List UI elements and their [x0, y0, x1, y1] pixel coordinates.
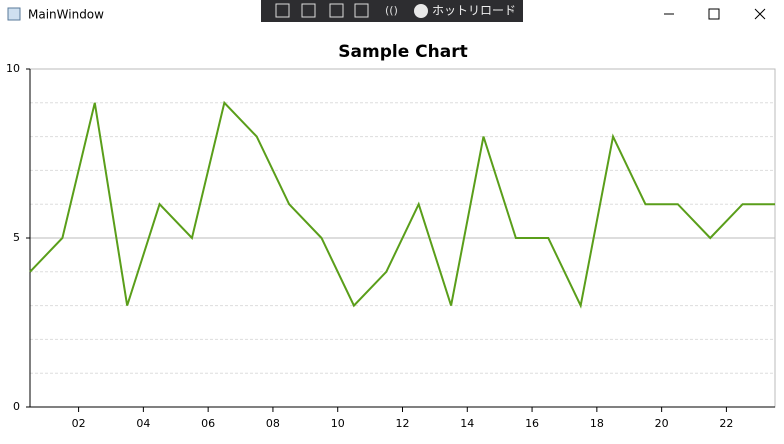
app-icon — [7, 7, 21, 21]
x-tick-label: 02 — [72, 417, 86, 430]
chart-title: Sample Chart — [338, 42, 467, 62]
y-tick-label: 0 — [13, 400, 20, 413]
x-tick-label: 04 — [136, 417, 150, 430]
toolbar-button[interactable] — [354, 3, 369, 18]
x-tick-label: 16 — [525, 417, 539, 430]
x-tick-label: 22 — [719, 417, 733, 430]
maximize-button[interactable] — [708, 8, 720, 20]
toolbar-button[interactable] — [275, 3, 290, 18]
hot-reload-label[interactable]: ホットリロード — [432, 4, 516, 18]
debug-toolbar — [261, 0, 523, 22]
x-tick-label: 14 — [460, 417, 474, 430]
hot-reload-icon — [414, 4, 428, 18]
x-tick-label: 18 — [590, 417, 604, 430]
x-tick-label: 12 — [396, 417, 410, 430]
toolbar-collapse[interactable]: ‹ — [510, 4, 514, 17]
window-title: MainWindow — [28, 8, 104, 22]
toolbar-button[interactable]: (() — [385, 4, 398, 17]
toolbar-button[interactable] — [301, 3, 316, 18]
y-tick-label: 5 — [13, 231, 20, 244]
x-tick-label: 06 — [201, 417, 215, 430]
y-tick-label: 10 — [6, 62, 20, 75]
data-line — [29, 100, 775, 309]
toolbar-button[interactable] — [329, 3, 344, 18]
x-tick-label: 20 — [655, 417, 669, 430]
close-button[interactable] — [754, 8, 766, 20]
x-tick-label: 10 — [331, 417, 345, 430]
x-tick-label: 08 — [266, 417, 280, 430]
